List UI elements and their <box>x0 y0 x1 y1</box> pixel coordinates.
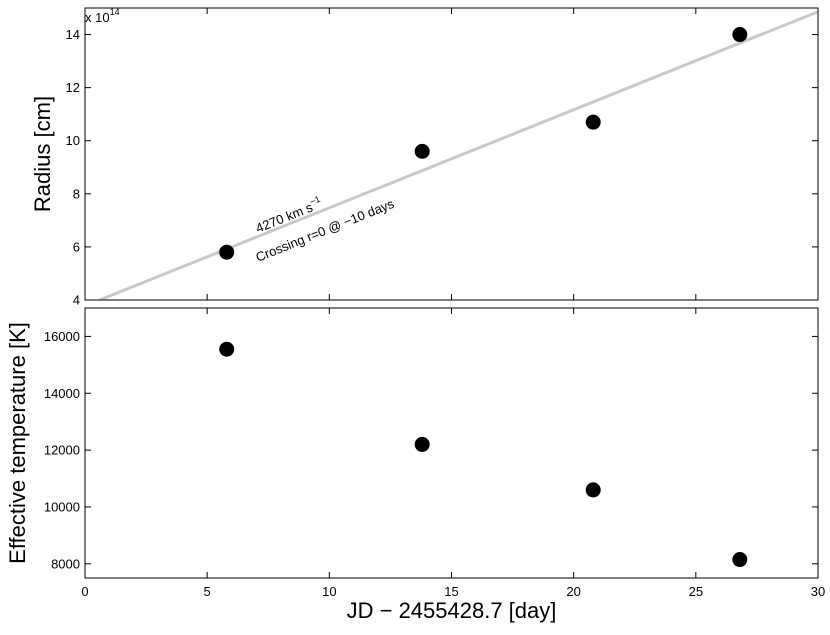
bot-ytick-label-3: 14000 <box>44 386 80 401</box>
temperature-points <box>219 341 748 568</box>
radius-y-tick-labels: 4 6 8 10 12 14 <box>66 27 80 307</box>
fit-annotation: 4270 km s−1 Crossing r=0 @ −10 days <box>254 194 397 265</box>
top-ytick-label-5: 14 <box>66 27 80 42</box>
xtick-label-0: 0 <box>81 584 88 599</box>
top-data-point-0 <box>219 244 235 260</box>
bot-ytick-label-4: 16000 <box>44 329 80 344</box>
xtick-label-2: 10 <box>322 584 336 599</box>
bot-ytick-label-1: 10000 <box>44 499 80 514</box>
xtick-label-6: 30 <box>811 584 825 599</box>
temperature-panel: 8000 10000 12000 14000 16000 0 5 10 15 20 25 30 Ef… <box>5 307 825 623</box>
radius-fit-line <box>99 10 818 300</box>
temperature-y-axis-label: Effective temperature [K] <box>5 322 30 564</box>
xtick-label-5: 25 <box>689 584 703 599</box>
top-data-point-3 <box>732 27 748 43</box>
temperature-ticks <box>84 308 819 578</box>
xtick-label-4: 20 <box>566 584 580 599</box>
xtick-label-1: 5 <box>204 584 211 599</box>
top-ytick-label-2: 8 <box>73 186 80 201</box>
top-data-point-2 <box>585 114 601 130</box>
x-tick-labels: 0 5 10 15 20 25 30 <box>81 584 825 599</box>
bot-data-point-3 <box>732 552 748 568</box>
bot-data-point-2 <box>585 482 601 498</box>
bot-ytick-label-2: 12000 <box>44 443 80 458</box>
velocity-annotation-exponent: −1 <box>308 194 321 207</box>
bot-ytick-label-0: 8000 <box>51 556 80 571</box>
top-ytick-label-4: 12 <box>66 80 80 95</box>
radius-y-axis-label: Radius [cm] <box>30 96 55 212</box>
radius-ticks <box>84 8 819 301</box>
bot-data-point-1 <box>414 436 430 452</box>
temperature-y-tick-labels: 8000 10000 12000 14000 16000 <box>44 329 80 571</box>
radius-y-multiplier-exponent: 14 <box>110 7 120 17</box>
temperature-axes-frame <box>84 307 819 579</box>
x-axis-label: JD − 2455428.7 [day] <box>347 598 557 623</box>
radius-y-multiplier-base: x 10 <box>85 10 110 25</box>
top-data-point-1 <box>414 143 430 159</box>
xtick-label-3: 15 <box>444 584 458 599</box>
top-ytick-label-0: 4 <box>73 293 80 308</box>
top-ytick-label-3: 10 <box>66 133 80 148</box>
radius-axes-frame <box>84 7 819 301</box>
radius-points <box>219 27 748 260</box>
radius-y-multiplier: x 1014 <box>85 7 120 25</box>
bot-data-point-0 <box>219 341 235 357</box>
top-ytick-label-1: 6 <box>73 239 80 254</box>
